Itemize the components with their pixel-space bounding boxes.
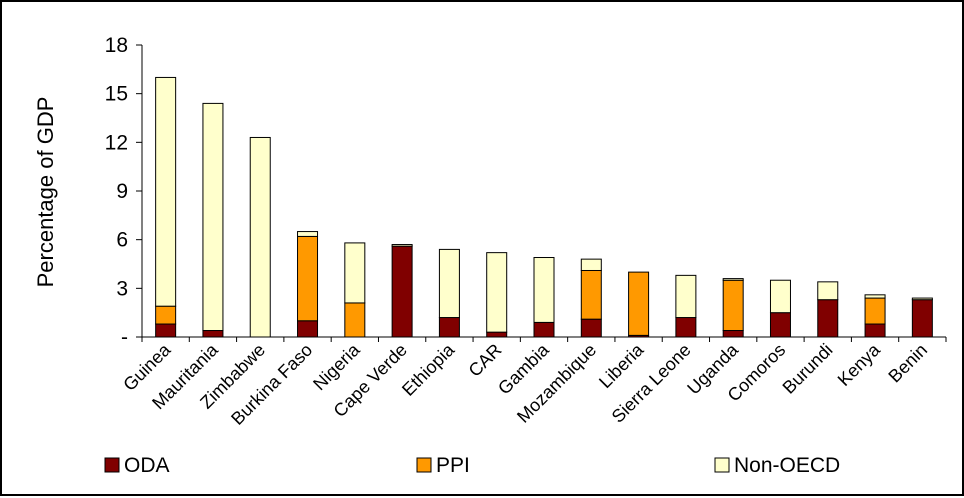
bar-segment-non-oecd: [297, 231, 319, 237]
bar-segment-non-oecd: [817, 281, 839, 301]
bar-segment-ppi: [344, 302, 366, 338]
legend-swatch: [714, 457, 730, 473]
bar-segment-non-oecd: [344, 242, 366, 304]
x-category-label: Ethiopia: [398, 339, 459, 400]
bar-segment-non-oecd: [155, 76, 177, 307]
bar-segment-non-oecd: [202, 102, 224, 332]
bar-segment-ppi: [722, 279, 744, 332]
bar-segment-oda: [817, 299, 839, 338]
x-category-label: CAR: [465, 340, 506, 381]
x-category-label: Burundi: [779, 340, 837, 398]
y-tick-label: 6: [116, 229, 128, 252]
bar-segment-non-oecd: [722, 278, 744, 281]
bar-segment-non-oecd: [675, 274, 697, 319]
y-tick-label: 18: [105, 34, 128, 57]
bar-segment-oda: [864, 323, 886, 338]
bar-segment-oda: [675, 317, 697, 338]
bar-segment-oda: [155, 323, 177, 338]
bar-segment-oda: [911, 299, 933, 338]
bar-segment-oda: [769, 312, 791, 338]
bar-segment-non-oecd: [864, 294, 886, 299]
bar-segment-non-oecd: [391, 244, 413, 247]
y-tick-label: 3: [116, 277, 128, 300]
bar-segment-ppi: [580, 269, 602, 320]
bar-segment-non-oecd: [533, 257, 555, 323]
y-tick-label: 12: [105, 131, 128, 154]
bar-segment-non-oecd: [911, 297, 933, 301]
bar-segment-oda: [438, 317, 460, 338]
legend-label: Non-OECD: [734, 454, 840, 477]
bar-segment-non-oecd: [438, 248, 460, 319]
bar-segment-non-oecd: [580, 258, 602, 271]
bar-segment-ppi: [297, 235, 319, 322]
bar-segment-non-oecd: [249, 136, 271, 338]
x-category-label: Kenya: [834, 339, 885, 390]
bar-segment-oda: [486, 331, 508, 338]
bar-segment-ppi: [864, 297, 886, 325]
bar-segment-oda: [391, 245, 413, 338]
bar-segment-non-oecd: [769, 279, 791, 314]
bar-segment-ppi: [628, 271, 650, 336]
legend-swatch: [104, 457, 120, 473]
bar-segment-oda: [722, 330, 744, 338]
y-tick-label: 9: [116, 180, 128, 203]
bar-segment-oda: [580, 318, 602, 338]
y-tick-label: 15: [105, 83, 128, 106]
bar-segment-ppi: [155, 305, 177, 325]
bar-segment-oda: [297, 320, 319, 338]
legend-swatch: [416, 457, 432, 473]
bar-segment-oda: [202, 330, 224, 338]
y-axis-title: Percentage of GDP: [33, 97, 58, 288]
bar-segment-oda: [533, 321, 555, 338]
bar-segment-non-oecd: [486, 252, 508, 333]
y-tick-label: -: [121, 326, 128, 349]
legend-label: PPI: [436, 454, 470, 477]
x-category-label: Benin: [884, 340, 931, 387]
legend-label: ODA: [124, 454, 170, 477]
